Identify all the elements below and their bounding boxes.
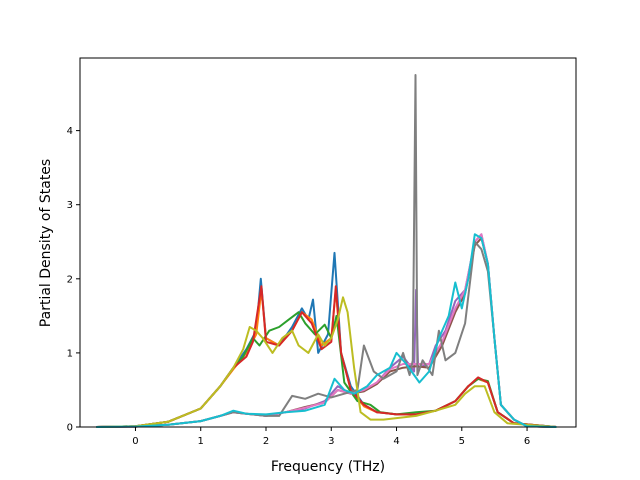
y-tick-label: 4	[67, 126, 73, 137]
x-tick-label: 0	[132, 436, 138, 447]
x-tick-label: 3	[328, 436, 334, 447]
x-axis-label: Frequency (THz)	[271, 459, 385, 475]
x-ticks: 0 1 2 3 4 5 6	[132, 427, 530, 447]
x-tick-label: 6	[524, 436, 530, 447]
y-axis-label: Partial Density of States	[38, 159, 54, 327]
y-tick-label: 3	[67, 200, 73, 211]
y-tick-label: 2	[67, 274, 73, 285]
plot-background	[80, 58, 576, 427]
x-tick-label: 5	[459, 436, 465, 447]
series-line-10	[96, 233, 557, 428]
y-ticks: 0 1 2 3 4	[67, 126, 80, 434]
y-tick-label: 1	[67, 348, 73, 359]
x-tick-label: 2	[263, 436, 269, 447]
series-line-9	[96, 296, 557, 428]
y-tick-label: 0	[67, 423, 73, 434]
plot-frame	[79, 57, 577, 428]
x-tick-label: 1	[198, 436, 204, 447]
x-tick-label: 4	[393, 436, 399, 447]
series-group	[96, 74, 557, 428]
